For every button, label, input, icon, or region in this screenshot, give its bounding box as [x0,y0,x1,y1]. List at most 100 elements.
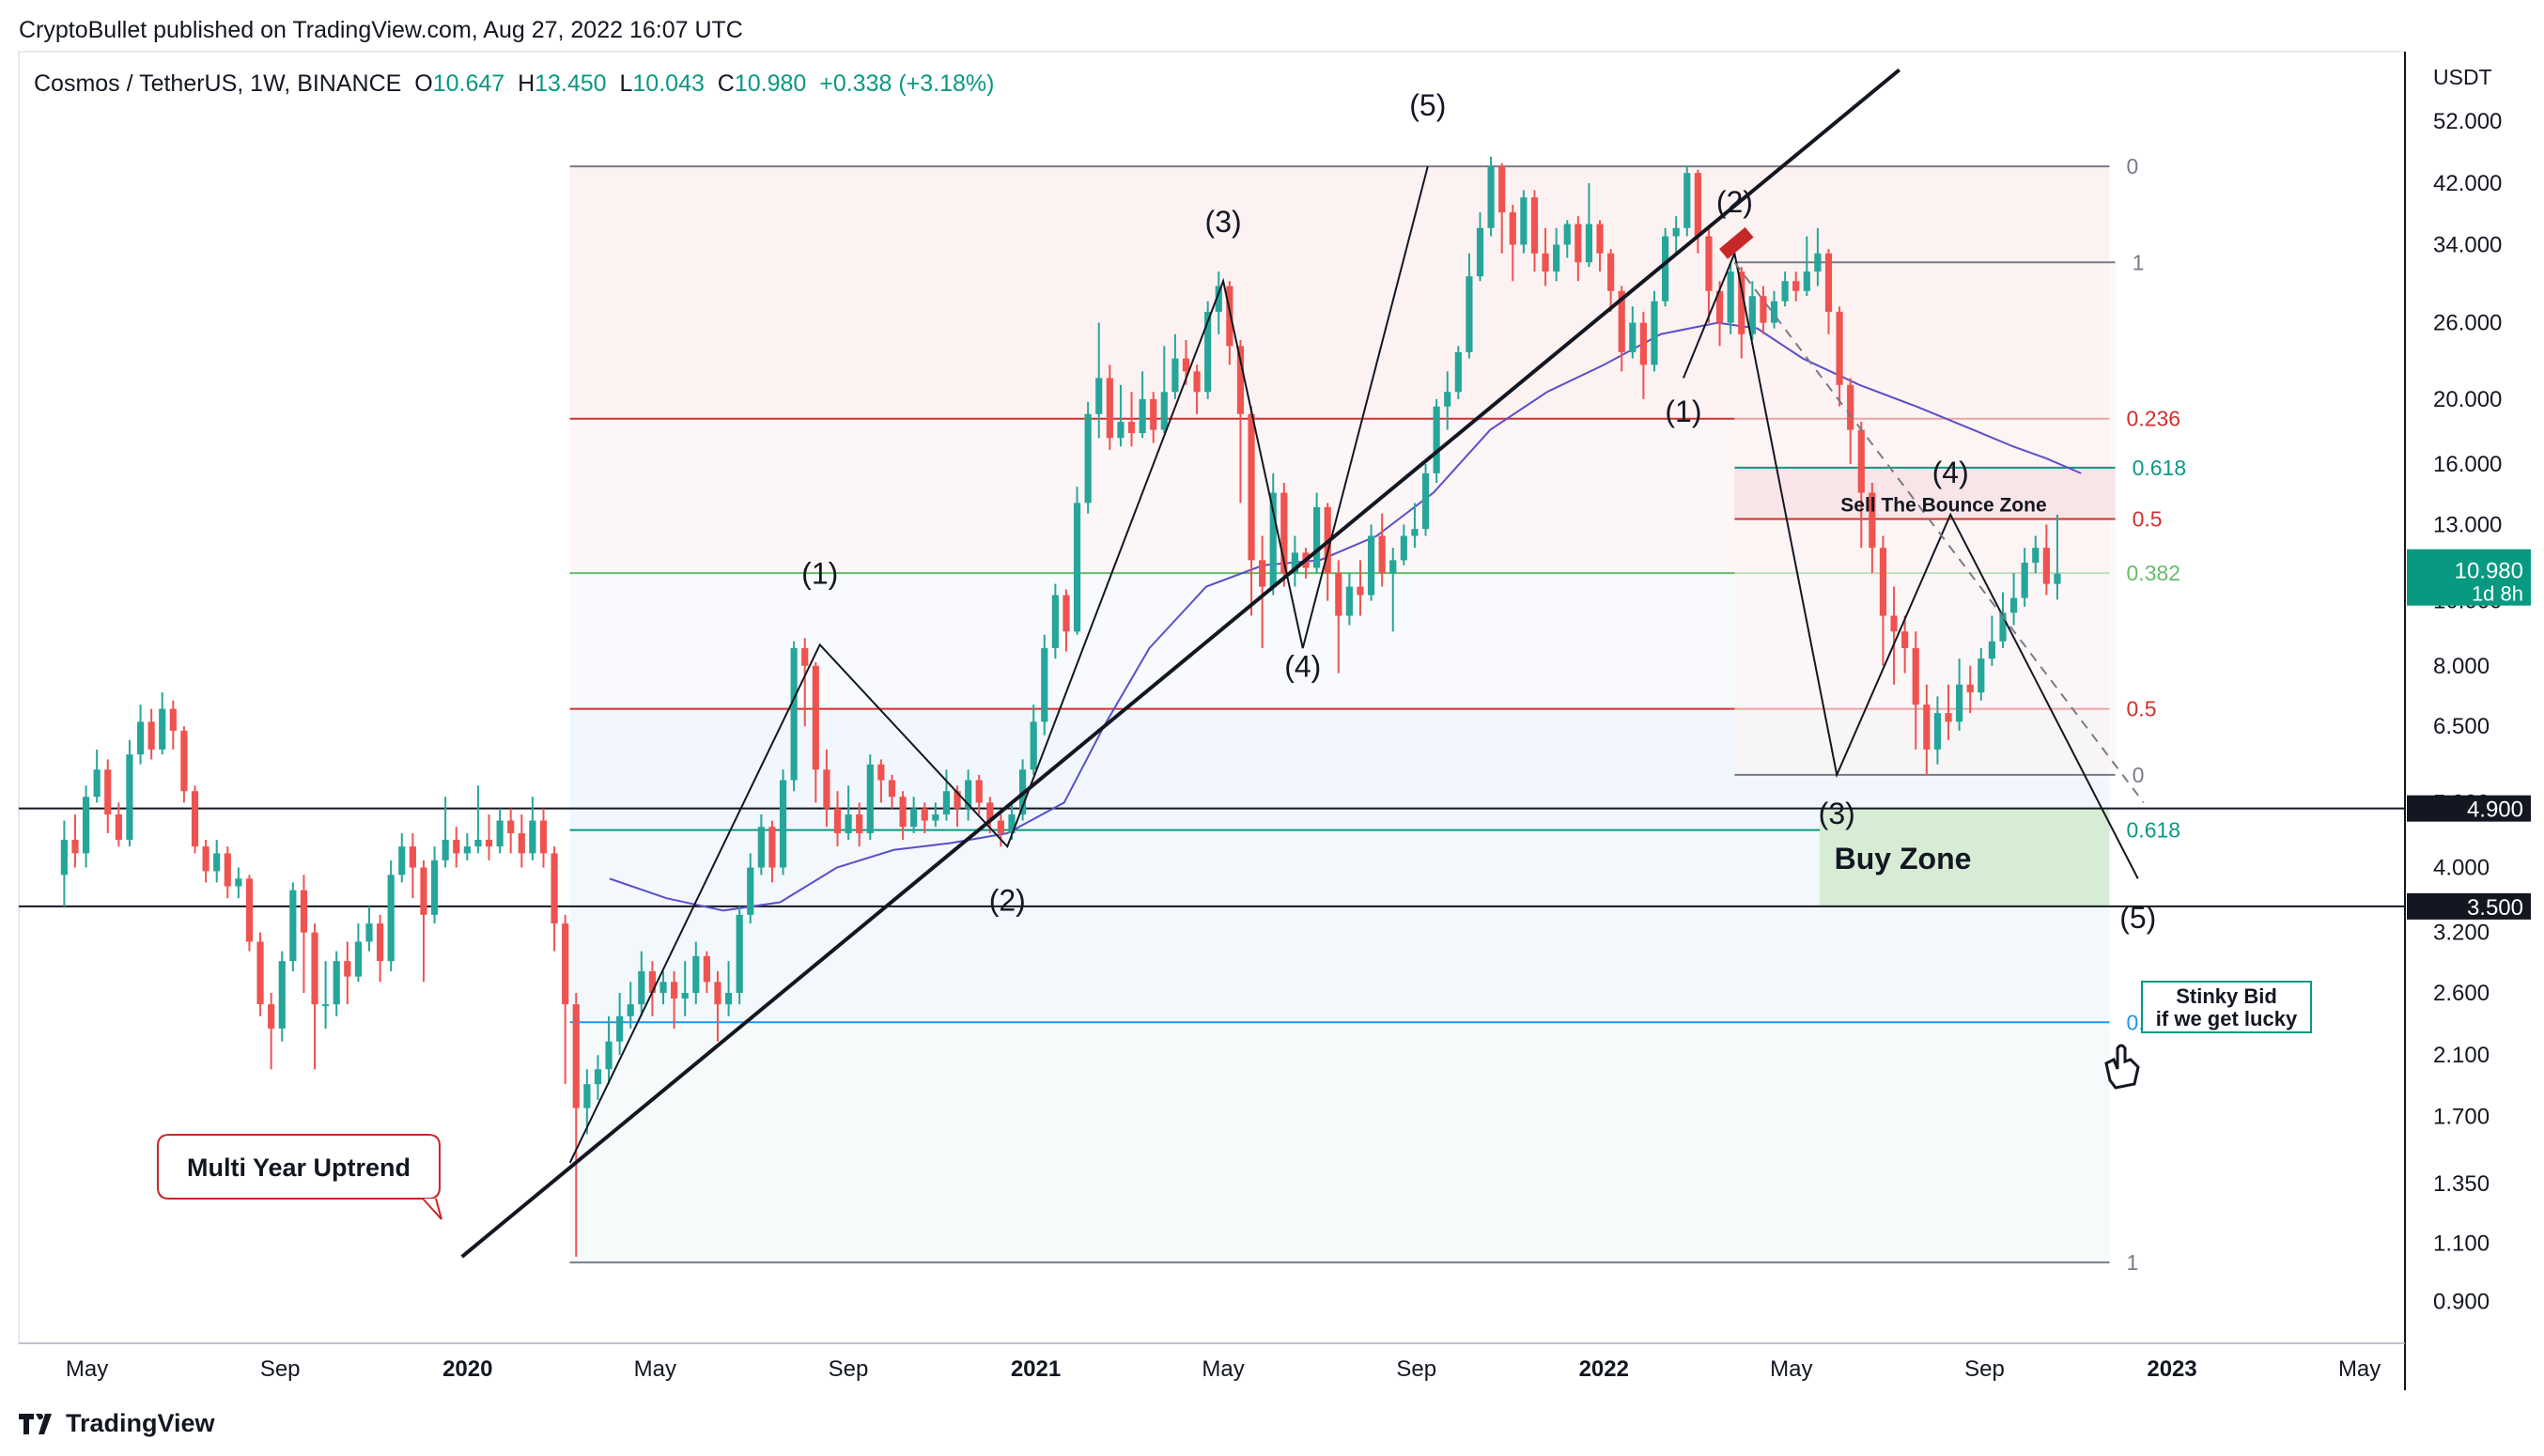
candle-body [954,791,961,809]
open-label: O [414,70,433,97]
symbol-title[interactable]: Cosmos / TetherUS, 1W, BINANCE [34,70,402,97]
candle-body [1269,492,1277,587]
time-axis-tick: May [66,1356,108,1382]
candle-body [1966,684,1974,693]
price-axis-tick: 34.000 [2433,232,2502,257]
candle-body [1901,631,1909,648]
wave-label: (5) [1409,88,1446,122]
candle-body [104,769,112,815]
moving-average-line [609,321,2082,912]
candle-body [1095,378,1103,414]
stinky-bid-text: Stinky Bid [2176,984,2277,1008]
candle-body [442,839,449,860]
candle-body [1869,492,1876,549]
price-axis-tick: 3.200 [2433,921,2490,946]
price-axis-tick: 8.000 [2433,654,2490,679]
candle-body [747,867,754,915]
wave-label: (3) [1205,205,1242,239]
change-value: +0.338 (+3.18%) [819,70,995,97]
candle-body [921,808,928,821]
candle-body [866,764,874,834]
price-axis-tick: 13.000 [2433,512,2502,537]
candle-body [539,820,548,854]
candle-body [300,890,308,933]
candle-body [562,923,569,1005]
candle-body [1760,296,1767,323]
hand-shape [2104,1044,2140,1090]
candle-body [1041,647,1048,722]
candle-body [126,754,133,840]
candle-body [1933,713,1942,750]
candle-body [1770,301,1778,323]
candle-body [322,1004,330,1007]
candle-body [180,730,188,792]
candle-body [1204,311,1212,393]
fib-level-label: 1 [2127,1250,2139,1275]
candle-body [93,769,101,798]
price-axis-tick: 26.000 [2433,311,2502,336]
candle-body [1400,535,1407,561]
wave-label: (3) [1819,797,1855,830]
candle-body [1444,392,1451,407]
elliott-wave-line-2 [1683,250,2139,879]
candle-body [833,808,842,834]
last-price-countdown: 1d 8h [2472,582,2523,606]
price-axis-tick: 52.000 [2433,109,2502,134]
candle-body [1160,392,1168,430]
fib-level-label: 0 [2127,154,2139,178]
candle-body [82,797,90,854]
time-axis-tick: 2020 [442,1356,492,1382]
candle-body [1357,586,1364,596]
candle-body [1051,595,1059,648]
candle-body [942,791,951,815]
candle-body [1912,647,1919,705]
time-axis-tick: Sep [829,1356,869,1382]
candle-body [1923,705,1931,750]
tradingview-brand[interactable]: TradingView [19,1409,215,1438]
candle-body [1421,472,1430,530]
candle-body [1748,296,1756,334]
candle-body [1988,641,1995,659]
time-axis-tick: 2021 [1011,1356,1061,1382]
candle-body [191,791,199,847]
candle-body [1781,281,1789,302]
time-axis-tick: May [634,1356,676,1382]
candle-body [1063,595,1070,632]
candle-body [1139,398,1146,434]
time-axis-tick: May [1770,1356,1812,1382]
candle-body [1705,236,1713,291]
candle-body [224,853,231,887]
price-badge-label: 3.500 [2467,895,2523,921]
time-axis-tick: 2022 [1579,1356,1629,1382]
candle-body [169,708,177,731]
candle-body [659,982,667,993]
candle-body [1662,236,1669,302]
candle-body [823,769,830,809]
stinky-bid-subtext: if we get lucky [2156,1007,2298,1030]
candle-body [453,839,460,854]
candle-body [1836,311,1843,385]
candle-body [311,932,318,1005]
candle-body [496,820,504,847]
candle-body [1879,548,1887,616]
ruler-icon [1719,226,1754,259]
candle-body [235,878,242,887]
multi-year-trendline [460,68,1901,1259]
candle-body [115,814,122,840]
candle-body [1651,301,1658,365]
candle-body [986,802,994,821]
candle-body [1618,290,1625,352]
candle-body [1542,253,1549,272]
last-price-badge [2407,549,2531,606]
candle-body [671,982,678,999]
candle-body [1847,384,1854,430]
candle-body [333,961,340,1005]
buy-zone [1820,808,2110,906]
wave-label: (2) [1716,185,1753,219]
candle-body [594,1069,602,1085]
candle-body [1694,173,1701,237]
candle-body [757,827,765,868]
candle-body [1084,413,1092,503]
candle-body [1008,814,1016,834]
